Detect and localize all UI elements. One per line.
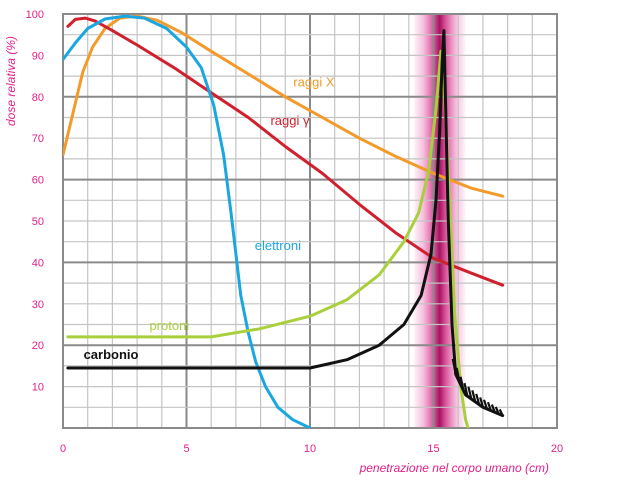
x-axis-label: penetrazione nel corpo umano (cm)	[359, 461, 549, 475]
tail-hatch	[467, 386, 473, 400]
series-label: elettroni	[255, 238, 301, 253]
y-axis-label: dose relativa (%)	[4, 36, 18, 126]
tail-hatch	[463, 382, 469, 397]
tail-hatch	[494, 406, 500, 415]
x-tick-label: 0	[60, 443, 66, 455]
tail-hatch	[486, 401, 492, 412]
x-tick-label: 15	[427, 443, 439, 455]
x-tick-label: 10	[304, 443, 316, 455]
x-tick-label: 20	[551, 443, 563, 455]
fragmentation-tail	[451, 358, 504, 417]
y-tick-label: 70	[32, 133, 44, 145]
y-tick-label: 90	[32, 50, 44, 62]
series-line	[66, 49, 470, 428]
tail-hatch	[498, 408, 504, 417]
tail-hatch	[455, 367, 461, 383]
y-tick-label: 30	[32, 299, 44, 311]
y-tick-label: 50	[32, 216, 44, 228]
series-label: raggi X	[293, 75, 335, 90]
series-line	[63, 14, 505, 198]
series-line	[66, 16, 505, 287]
labels: 0 5 10 15 20 10 20 30 40 50 60 70 80 90 100 penetrazion…	[4, 9, 563, 475]
tail-hatch	[479, 397, 485, 408]
tail-hatch	[475, 393, 481, 405]
series-line	[63, 14, 312, 428]
tail-hatch	[471, 390, 477, 403]
y-tick-label: 10	[32, 382, 44, 394]
series-label: protoni	[149, 318, 189, 333]
y-tick-label: 60	[32, 175, 44, 187]
y-tick-label: 40	[32, 257, 44, 269]
y-tick-label: 20	[32, 340, 44, 352]
tail-hatch	[451, 358, 457, 375]
series-label: raggi γ	[270, 113, 310, 128]
tail-hatch	[490, 404, 496, 413]
tail-hatch	[483, 399, 489, 410]
tail-hatch	[459, 376, 465, 391]
y-tick-label: 80	[32, 92, 44, 104]
x-tick-label: 5	[183, 443, 189, 455]
series-label: carbonio	[84, 347, 139, 362]
y-tick-label: 100	[26, 9, 44, 21]
